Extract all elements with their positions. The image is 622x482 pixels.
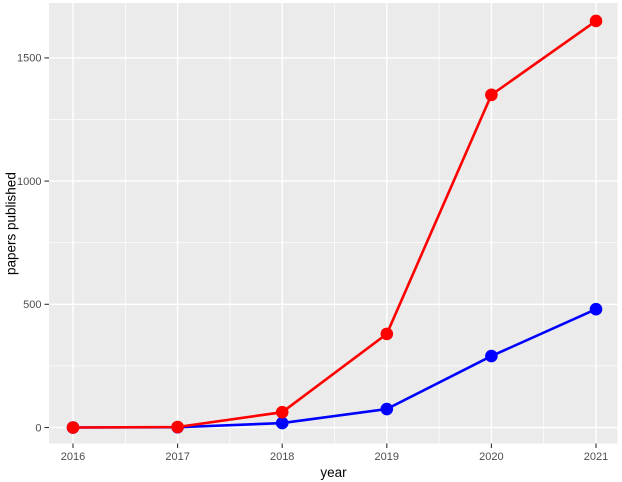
x-axis-tick-label: 2020 <box>479 451 503 463</box>
y-axis-tick-label: 0 <box>35 422 41 434</box>
x-axis-tick-label: 2017 <box>165 451 189 463</box>
x-axis-title: year <box>320 465 347 480</box>
y-axis-tick-label: 1000 <box>17 176 41 188</box>
blue-series-point <box>485 349 498 363</box>
y-axis-tick-label: 1500 <box>17 53 41 65</box>
plot-panel <box>49 3 618 444</box>
x-axis-tick-label: 2019 <box>375 451 399 463</box>
red-series-point <box>380 327 394 341</box>
red-series-point <box>171 420 184 434</box>
red-series-point <box>275 405 289 419</box>
x-axis-tick-label: 2016 <box>61 451 85 463</box>
x-axis-tick-label: 2018 <box>270 451 294 463</box>
blue-series-point <box>380 402 394 416</box>
y-axis-title: papers published <box>3 172 19 275</box>
red-series-point <box>589 14 603 28</box>
blue-series-point <box>275 416 289 430</box>
y-axis-tick-label: 500 <box>23 299 41 311</box>
blue-series-point <box>589 302 603 316</box>
x-axis-tick-label: 2021 <box>584 451 608 463</box>
red-series-line <box>72 19 597 429</box>
red-series-point <box>485 88 498 102</box>
red-series-point <box>66 421 80 434</box>
